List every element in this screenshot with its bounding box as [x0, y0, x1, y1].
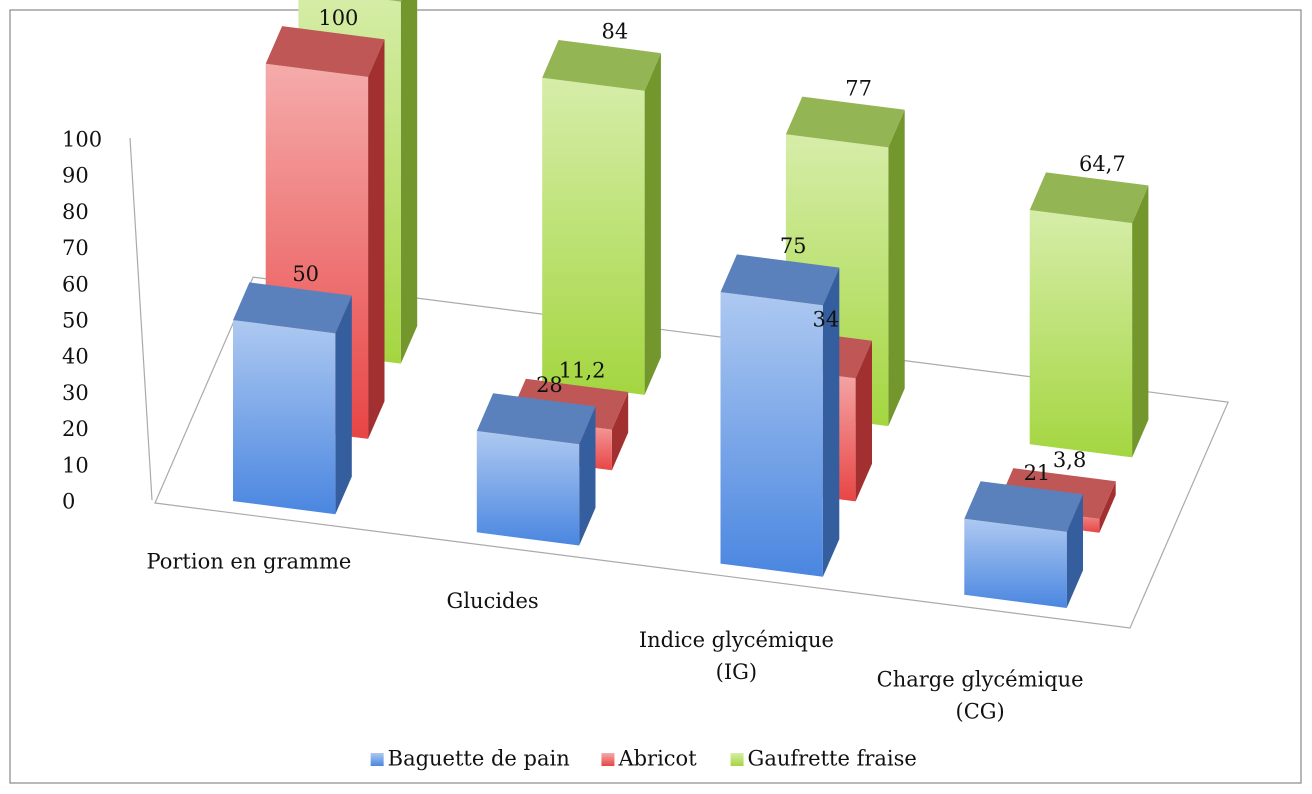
data-label: 50: [292, 262, 319, 286]
bar: [720, 254, 840, 577]
data-label: 3,8: [1053, 448, 1086, 472]
legend-label: Baguette de pain: [388, 747, 570, 771]
bar-side: [644, 53, 661, 395]
bar-front: [720, 292, 823, 577]
bar-top: [964, 481, 1083, 532]
bar-front: [542, 77, 645, 395]
data-label: 34: [813, 307, 840, 331]
bar-side: [888, 109, 905, 427]
bar-top: [233, 282, 352, 334]
bar-top: [542, 40, 661, 91]
legend-swatch: [601, 753, 615, 766]
bar-side: [579, 406, 596, 546]
data-label: 84: [601, 20, 628, 44]
bar-side: [611, 392, 629, 471]
bar: [1029, 172, 1149, 458]
bar-top: [388, 0, 402, 2]
bar-top: [720, 254, 840, 306]
bar: [476, 393, 596, 546]
bar-side: [1132, 185, 1149, 458]
legend-swatch: [730, 753, 744, 766]
y-tick-label: 80: [62, 200, 89, 224]
bar-side: [822, 267, 840, 577]
y-tick-label: 0: [62, 490, 75, 514]
bar-front: [476, 431, 580, 546]
x-tick-label: Portion en gramme: [146, 549, 351, 573]
y-tick-label: 20: [62, 417, 89, 441]
y-tick-label: 60: [62, 272, 89, 296]
data-label: 100: [318, 6, 358, 30]
x-tick-label: Glucides: [447, 588, 539, 612]
y-tick-label: 10: [62, 453, 89, 477]
bar-front: [233, 320, 336, 515]
data-label: 75: [780, 234, 807, 258]
data-label: 28: [536, 373, 563, 397]
bar-side: [335, 295, 352, 515]
y-axis-line: [129, 137, 153, 501]
bar: [233, 282, 352, 515]
bar-side: [400, 0, 418, 364]
legend-swatch: [370, 753, 384, 766]
bar-side: [1066, 494, 1083, 608]
y-tick-label: 100: [62, 128, 102, 152]
bar-side: [1099, 481, 1116, 533]
x-tick-label: Indice glycémique (IG): [639, 628, 834, 684]
data-label: 21: [1024, 461, 1051, 485]
legend-label: Gaufrette fraise: [748, 747, 917, 771]
bar-top: [476, 393, 596, 445]
floor: [154, 276, 1229, 629]
bar-front: [1029, 210, 1133, 458]
bars-group: [233, 0, 1149, 608]
data-label: 77: [845, 76, 872, 100]
y-tick-label: 90: [62, 164, 89, 188]
y-tick-label: 70: [62, 236, 89, 260]
data-label: 64,7: [1079, 152, 1126, 176]
y-tick-label: 40: [62, 345, 89, 369]
x-tick-label: Charge glycémique (CG): [877, 667, 1084, 723]
bar-side: [855, 340, 872, 502]
bar: [542, 40, 661, 395]
bar-top: [1029, 172, 1149, 224]
legend-label: Abricot: [617, 747, 697, 771]
data-label: 11,2: [559, 359, 606, 383]
bar-top: [785, 96, 905, 148]
bar-top: [265, 26, 385, 77]
floor-group: [129, 137, 1229, 629]
y-tick-label: 30: [62, 381, 89, 405]
bar-front: [964, 518, 1067, 608]
labels-group: 0102030405060708090100100847764,710011,2…: [62, 6, 1126, 771]
bar-side: [368, 39, 385, 439]
y-tick-label: 50: [62, 309, 89, 333]
bar: [964, 481, 1083, 608]
